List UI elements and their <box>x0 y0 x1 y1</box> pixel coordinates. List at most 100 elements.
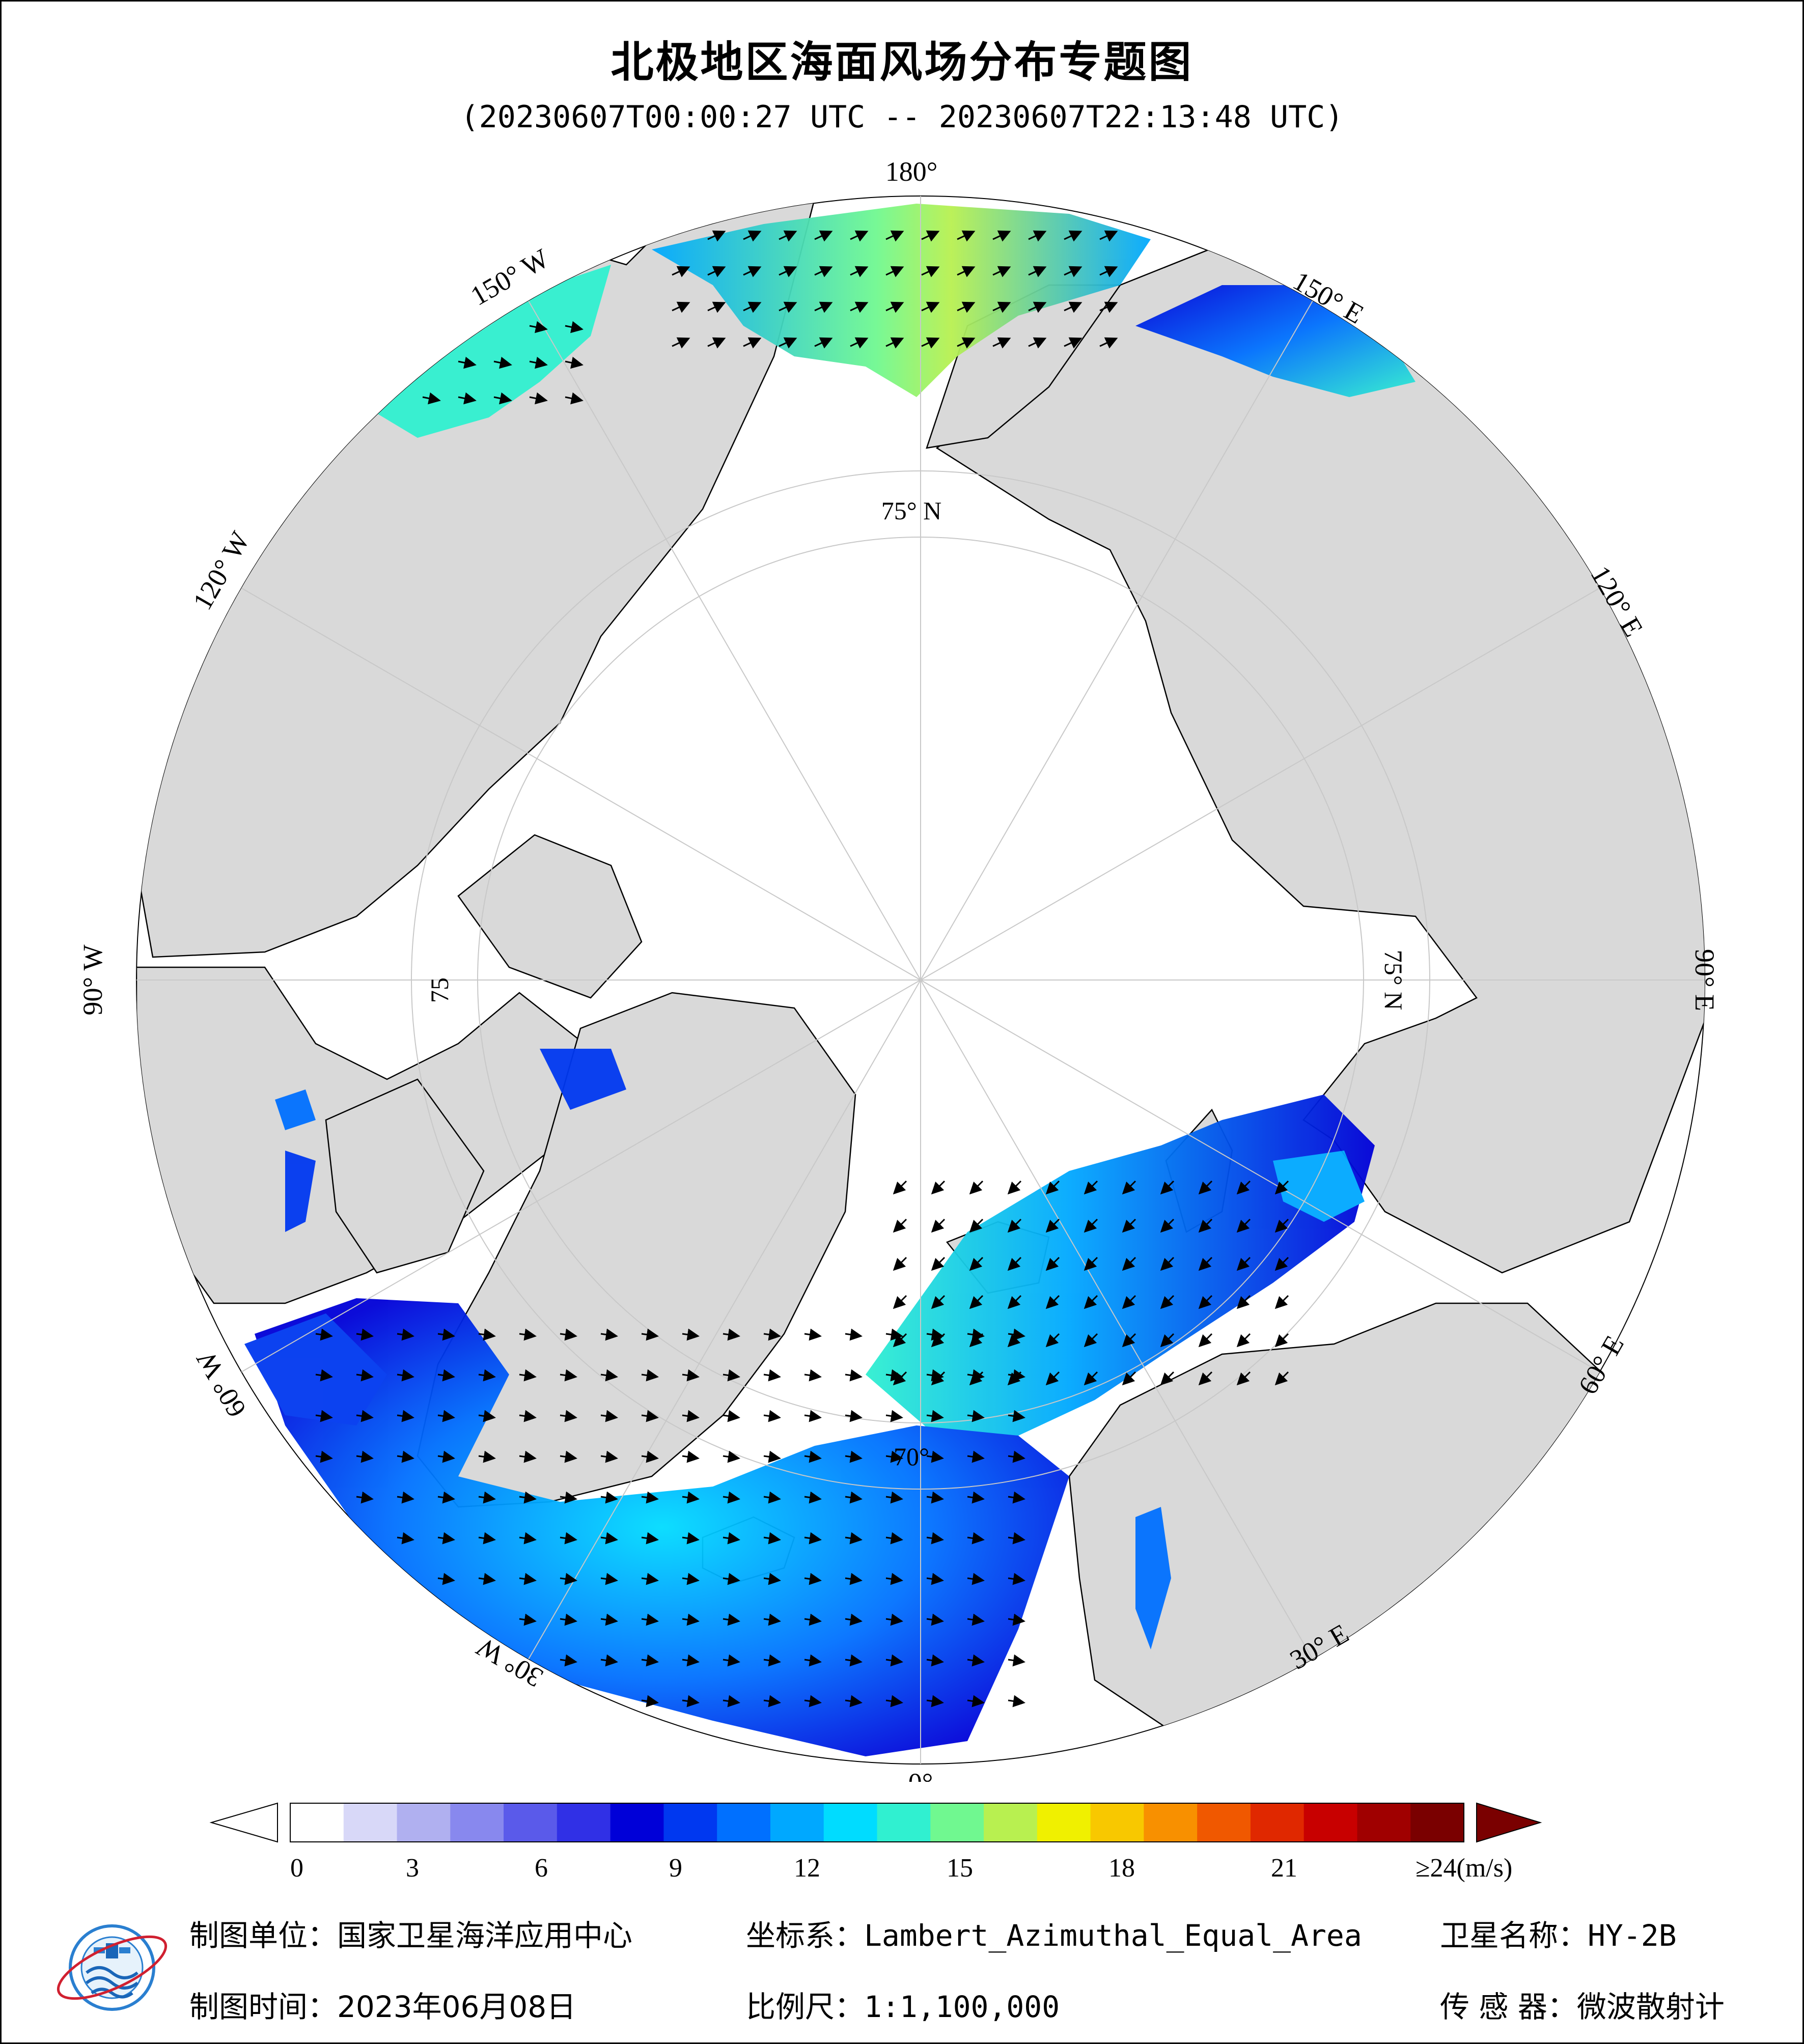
wind-arrow <box>397 1491 414 1504</box>
wind-arrow <box>1160 1333 1175 1348</box>
wind-arrow <box>682 1532 700 1545</box>
wind-arrow <box>931 1218 946 1233</box>
wind-arrow <box>967 1328 985 1341</box>
wind-arrow <box>926 1695 944 1707</box>
wind-arrow <box>560 1450 577 1463</box>
scale-label: 比例尺： <box>746 1990 865 2024</box>
wind-arrow <box>1008 1369 1025 1382</box>
wind-arrow <box>356 1369 374 1382</box>
wind-arrow <box>641 1328 659 1341</box>
wind-arrow <box>1274 1256 1289 1271</box>
wind-arrow <box>682 1695 700 1707</box>
lon-label-90e: 90° E <box>1689 949 1720 1011</box>
wind-arrow <box>682 1328 700 1341</box>
wind-arrow <box>885 1613 903 1626</box>
wind-arrow <box>969 1256 984 1271</box>
wind-arrow <box>893 1218 907 1233</box>
wind-arrow <box>804 1695 822 1707</box>
wind-arrow <box>804 1613 822 1626</box>
wind-arrow <box>1236 1371 1251 1386</box>
wind-arrow <box>1236 1180 1251 1195</box>
wind-arrow <box>641 1491 659 1504</box>
wind-arrow <box>1008 1654 1025 1667</box>
wind-arrow <box>478 1410 496 1422</box>
wind-arrow <box>315 1369 333 1382</box>
lon-label-0: 0° <box>908 1768 933 1782</box>
footer-crs: 坐标系：Lambert_Azimuthal_Equal_Area <box>746 1912 1362 1954</box>
wind-arrow <box>845 1573 863 1585</box>
wind-arrow <box>957 266 976 277</box>
wind-arrow <box>926 1450 944 1463</box>
wind-arrow <box>356 1450 374 1463</box>
colorbar-cell <box>1144 1803 1198 1842</box>
wind-arrow <box>723 1695 740 1707</box>
wind-arrow <box>804 1491 822 1504</box>
wind-arrow <box>397 1410 414 1422</box>
wind-arrow <box>1064 301 1083 313</box>
colorbar-unit: (m/s) <box>1456 1854 1513 1883</box>
wind-arrow <box>1045 1256 1060 1271</box>
wind-arrow <box>814 230 833 242</box>
wind-arrow <box>779 230 797 242</box>
map-time-range: (20230607T00:00:27 UTC -- 20230607T22:13… <box>460 99 1344 135</box>
wind-arrow <box>1198 1333 1213 1348</box>
wind-arrow <box>814 337 833 349</box>
wind-arrow <box>992 337 1011 349</box>
lat-label-75n-top: 75° N <box>881 496 942 525</box>
wind-arrow <box>763 1410 781 1422</box>
wind-arrow <box>1084 1333 1098 1348</box>
wind-arrow <box>1084 1295 1098 1309</box>
colorbar-tick-12: 12 <box>794 1854 820 1883</box>
satellite-label: 卫星名称： <box>1440 1918 1588 1953</box>
wind-arrow <box>1084 1256 1098 1271</box>
wind-arrow <box>1084 1180 1098 1195</box>
wind-arrow <box>519 1532 537 1545</box>
wind-arrow <box>1064 266 1083 277</box>
colorbar-cell <box>1090 1803 1144 1842</box>
wind-arrow <box>992 266 1011 277</box>
wind-arrow <box>723 1654 740 1667</box>
wind-arrow <box>723 1450 740 1463</box>
wind-arrow <box>600 1410 618 1422</box>
wind-arrow <box>519 1369 537 1382</box>
wind-arrow <box>931 1295 946 1309</box>
wind-arrow <box>885 1532 903 1545</box>
wind-arrow <box>969 1180 984 1195</box>
wind-arrow <box>478 1532 496 1545</box>
wind-arrow <box>1008 1410 1025 1422</box>
colorbar-cell <box>770 1803 824 1842</box>
wind-arrow <box>519 1491 537 1504</box>
swath-hudson-2 <box>540 1049 626 1110</box>
wind-arrow <box>1028 230 1047 242</box>
colorbar-cell <box>343 1803 398 1842</box>
wind-arrow <box>763 1613 781 1626</box>
wind-arrow <box>1028 301 1047 313</box>
wind-arrow <box>992 301 1011 313</box>
wind-arrow <box>529 392 548 405</box>
colorbar-cell <box>397 1803 451 1842</box>
wind-arrow <box>1028 337 1047 349</box>
wind-arrow <box>682 1573 700 1585</box>
colorbar-cell <box>450 1803 504 1842</box>
land-canada-islands <box>457 834 643 999</box>
wind-arrow <box>1099 230 1118 242</box>
wind-arrow <box>437 1369 455 1382</box>
wind-arrow <box>723 1613 740 1626</box>
wind-arrow <box>1099 301 1118 313</box>
nsoas-logo <box>57 1924 168 2011</box>
date-label: 制图时间： <box>189 1990 338 2024</box>
wind-arrow <box>1274 1218 1289 1233</box>
wind-arrow <box>845 1491 863 1504</box>
colorbar-cell <box>1037 1803 1091 1842</box>
wind-arrow <box>931 1180 946 1195</box>
wind-arrow <box>931 1256 946 1271</box>
wind-arrow <box>850 337 869 349</box>
wind-arrow <box>600 1532 618 1545</box>
wind-arrow <box>315 1410 333 1422</box>
wind-arrow <box>967 1613 985 1626</box>
wind-arrow <box>1122 1295 1136 1309</box>
wind-arrow <box>850 230 869 242</box>
swath-labrador <box>244 1313 387 1425</box>
colorbar <box>209 1802 1542 1843</box>
wind-arrow <box>845 1369 863 1382</box>
